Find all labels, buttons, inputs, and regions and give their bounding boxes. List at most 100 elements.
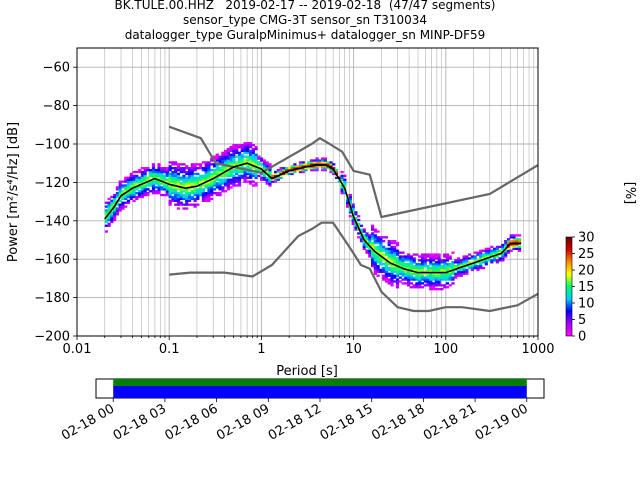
heatmap-cell (348, 209, 352, 212)
heatmap-cell (224, 157, 228, 160)
heatmap-cell (207, 186, 211, 189)
heatmap-cell (490, 245, 494, 249)
heatmap-cell (443, 266, 447, 270)
heatmap-cell (437, 274, 441, 277)
heatmap-cell (107, 207, 111, 210)
heatmap-cell (254, 182, 258, 185)
heatmap-cell (212, 180, 217, 183)
heatmap-cell (462, 268, 466, 272)
heatmap-cell (176, 195, 181, 199)
heatmap-cell (484, 255, 488, 258)
heatmap-cell (193, 182, 197, 185)
heatmap-cell (199, 193, 203, 197)
heatmap-cell (415, 264, 419, 268)
heatmap-cell (404, 276, 408, 279)
heatmap-cell (171, 186, 175, 189)
heatmap-cell (437, 284, 441, 287)
heatmap-cell (224, 190, 228, 193)
heatmap-cell (224, 180, 228, 183)
heatmap-cell (221, 151, 225, 154)
heatmap-cell (121, 186, 125, 189)
heatmap-cell (432, 264, 436, 268)
heatmap-cell (321, 165, 325, 168)
heatmap-cell (468, 264, 472, 268)
heatmap-cell (235, 161, 239, 164)
heatmap-cell (251, 155, 255, 158)
heatmap-cell (199, 163, 203, 166)
heatmap-cell (368, 255, 372, 258)
heatmap-cell (420, 286, 425, 289)
heatmap-cell (332, 167, 336, 170)
heatmap-cell (379, 253, 383, 256)
heatmap-cell (393, 241, 397, 245)
heatmap-cell (204, 186, 208, 189)
heatmap-cell (190, 180, 194, 183)
heatmap-cell (193, 180, 197, 183)
heatmap-cell (465, 261, 469, 264)
heatmap-cell (187, 182, 192, 185)
heatmap-cell (179, 184, 183, 187)
heatmap-cell (229, 161, 233, 164)
heatmap-cell (190, 203, 194, 206)
heatmap-cell (221, 178, 225, 181)
heatmap-cell (185, 197, 189, 201)
heatmap-cell (132, 178, 136, 181)
heatmap-cell (124, 205, 128, 208)
heatmap-cell (437, 266, 441, 270)
heatmap-cell (107, 218, 111, 222)
heatmap-cell (157, 180, 161, 183)
heatmap-cell (126, 192, 131, 195)
heatmap-cell (201, 176, 205, 179)
heatmap-cell (390, 257, 394, 260)
heatmap-cell (279, 174, 283, 178)
heatmap-cell (185, 167, 189, 170)
heatmap-cell (215, 176, 219, 179)
heatmap-cell (176, 184, 181, 187)
heatmap-cell (454, 261, 458, 264)
heatmap-cell (207, 163, 211, 166)
coverage-tick-label: 02-18 18 (369, 401, 427, 443)
heatmap-cell (193, 193, 197, 197)
heatmap-cell (434, 282, 438, 285)
heatmap-cell (248, 161, 253, 164)
heatmap-cell (376, 261, 380, 264)
heatmap-cell (154, 170, 158, 174)
heatmap-cell (426, 255, 430, 258)
heatmap-cell (456, 257, 461, 260)
heatmap-cell (459, 268, 463, 272)
heatmap-cell (273, 180, 278, 183)
heatmap-cell (168, 180, 172, 183)
heatmap-cell (251, 180, 255, 183)
heatmap-cell (346, 203, 350, 206)
heatmap-cell (445, 276, 450, 279)
heatmap-cell (384, 264, 389, 268)
heatmap-cell (235, 178, 239, 181)
heatmap-cell (243, 180, 247, 183)
y-tick-label: −60 (43, 61, 70, 76)
heatmap-cell (212, 168, 217, 172)
heatmap-cell (154, 168, 158, 172)
heatmap-cell (196, 176, 200, 179)
heatmap-cell (370, 234, 375, 237)
heatmap-cell (232, 161, 236, 164)
heatmap-cell (426, 276, 430, 279)
heatmap-cell (268, 182, 272, 185)
heatmap-cell (326, 161, 330, 164)
heatmap-cell (412, 253, 416, 256)
heatmap-cell (243, 167, 247, 170)
heatmap-cell (470, 264, 475, 268)
heatmap-cell (362, 241, 366, 245)
heatmap-cell (395, 253, 400, 256)
heatmap-cell (362, 234, 366, 237)
heatmap-cell (124, 184, 128, 187)
heatmap-cell (476, 266, 480, 270)
heatmap-cell (182, 188, 186, 191)
heatmap-cell (185, 178, 189, 181)
heatmap-cell (362, 230, 366, 233)
heatmap-cell (412, 276, 416, 279)
heatmap-cell (226, 151, 230, 154)
heatmap-cell (456, 263, 461, 266)
heatmap-cell (224, 159, 228, 162)
heatmap-cell (182, 203, 186, 206)
heatmap-cell (126, 195, 131, 199)
